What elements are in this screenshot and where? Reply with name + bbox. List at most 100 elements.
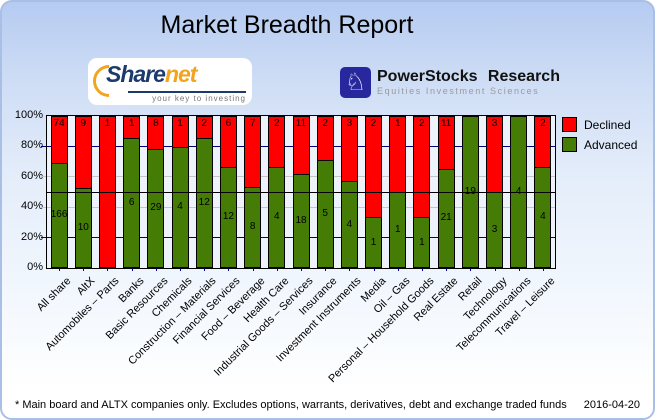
legend-declined-label: Declined: [584, 117, 631, 132]
advanced-count: 1: [419, 236, 425, 248]
y-axis-label: 20%: [20, 230, 43, 243]
footnote-bar: * Main board and ALTX companies only. Ex…: [2, 392, 653, 418]
footnote-text: * Main board and ALTX companies only. Ex…: [15, 399, 567, 411]
advanced-count: 21: [440, 212, 452, 224]
advanced-segment: [390, 192, 406, 267]
y-axis-tick: [41, 176, 46, 178]
page-title: Market Breadth Report: [160, 11, 414, 39]
advanced-segment: [438, 168, 454, 267]
powerstocks-name: PowerStocks Research: [377, 68, 560, 85]
declined-count: 7: [249, 118, 256, 129]
advanced-count: 12: [198, 196, 210, 208]
chart-legend: Declined Advanced: [562, 117, 637, 157]
x-axis-tick: [204, 268, 206, 271]
x-axis-tick: [373, 268, 375, 271]
declined-count: 2: [370, 118, 377, 129]
x-axis-tick: [83, 268, 85, 271]
advanced-segment: [124, 138, 140, 267]
y-axis-label: 40%: [20, 200, 43, 213]
advanced-segment: [75, 188, 91, 267]
advanced-count: 8: [249, 221, 256, 233]
x-axis-tick: [59, 268, 61, 271]
advanced-segment: [293, 173, 309, 267]
x-axis-tick: [180, 268, 182, 271]
advanced-segment: [51, 163, 67, 267]
x-axis-tick: [494, 268, 496, 271]
sharenet-rule: [128, 91, 246, 93]
sharenet-logo: Sharenet your key to investing: [86, 58, 252, 105]
x-axis-tick: [252, 268, 254, 271]
chess-knight-icon: ♘: [340, 66, 371, 98]
declined-count: 1: [177, 118, 183, 129]
sharenet-word-net: net: [164, 61, 197, 87]
y-axis-label: 100%: [14, 109, 43, 121]
x-axis-tick: [107, 268, 109, 271]
advanced-segment: [196, 138, 212, 267]
y-axis-tick: [41, 237, 46, 239]
declined-count: 9: [80, 118, 87, 129]
advanced-count: 12: [222, 211, 234, 223]
declined-count: 2: [201, 118, 208, 129]
advanced-segment: [317, 159, 333, 267]
advanced-segment: [172, 147, 188, 267]
declined-swatch: [562, 117, 577, 132]
declined-count: 11: [295, 118, 307, 129]
x-axis-tick: [131, 268, 133, 271]
advanced-count: 29: [150, 202, 162, 214]
declined-count: 74: [53, 118, 65, 129]
advanced-count: 4: [540, 211, 546, 223]
advanced-count: 1: [370, 236, 377, 248]
declined-count: 2: [274, 118, 280, 129]
sharenet-word-share: Share: [106, 61, 166, 87]
legend-advanced-label: Advanced: [584, 137, 638, 152]
declined-count: 2: [540, 118, 546, 129]
x-axis-tick: [276, 268, 278, 271]
declined-count: 6: [225, 118, 232, 129]
advanced-count: 6: [128, 196, 135, 208]
advanced-swatch: [562, 137, 577, 152]
advanced-count: 1: [394, 224, 401, 235]
x-axis-tick: [155, 268, 157, 271]
advanced-segment: [366, 217, 382, 267]
gridline-50: [47, 191, 555, 193]
y-axis-label: 0%: [27, 261, 43, 273]
x-axis-tick: [421, 268, 423, 271]
powerstocks-logo: ♘ PowerStocks Research Equities Investme…: [340, 60, 560, 104]
advanced-count: 18: [295, 214, 307, 226]
declined-count: 2: [419, 118, 425, 129]
x-axis-tick: [325, 268, 327, 271]
advanced-count: 10: [77, 222, 89, 233]
advanced-count: 166: [50, 209, 68, 221]
advanced-segment: [245, 187, 261, 267]
advanced-segment: [341, 181, 357, 267]
advanced-count: 4: [274, 211, 280, 223]
advanced-count: 4: [177, 201, 183, 213]
x-axis-tick: [397, 268, 399, 271]
y-axis-tick: [41, 145, 46, 147]
bar-Industrial Goods – Services: 11 18: [292, 116, 310, 268]
declined-count: 3: [346, 118, 353, 129]
x-axis-tick: [542, 268, 544, 271]
market-breadth-chart: 100% 80% 60% 40% 20% 0% 74 166 All share 9 10 AltX 1…: [15, 109, 558, 385]
x-axis-tick: [228, 268, 230, 271]
legend-declined: Declined: [562, 117, 637, 132]
powerstocks-subtitle: Equities Investment Sciences: [377, 86, 540, 96]
declined-count: 1: [104, 118, 111, 129]
x-axis-tick: [470, 268, 472, 271]
x-axis-tick: [446, 268, 448, 271]
x-axis-tick: [301, 268, 302, 271]
declined-count: 11: [440, 118, 452, 129]
y-axis-label: 60%: [20, 169, 43, 182]
sharenet-tagline: your key to investing: [152, 94, 246, 103]
declined-count: 2: [322, 118, 328, 129]
x-axis-tick: [518, 268, 520, 271]
sharenet-wordmark: Sharenet: [106, 61, 197, 88]
x-axis-tick: [349, 268, 351, 271]
advanced-count: 5: [322, 207, 328, 219]
declined-count: 8: [153, 118, 159, 129]
advanced-count: 3: [491, 224, 498, 235]
declined-count: 1: [394, 118, 401, 129]
y-axis-label: 80%: [20, 139, 43, 152]
y-axis-tick: [41, 206, 46, 208]
